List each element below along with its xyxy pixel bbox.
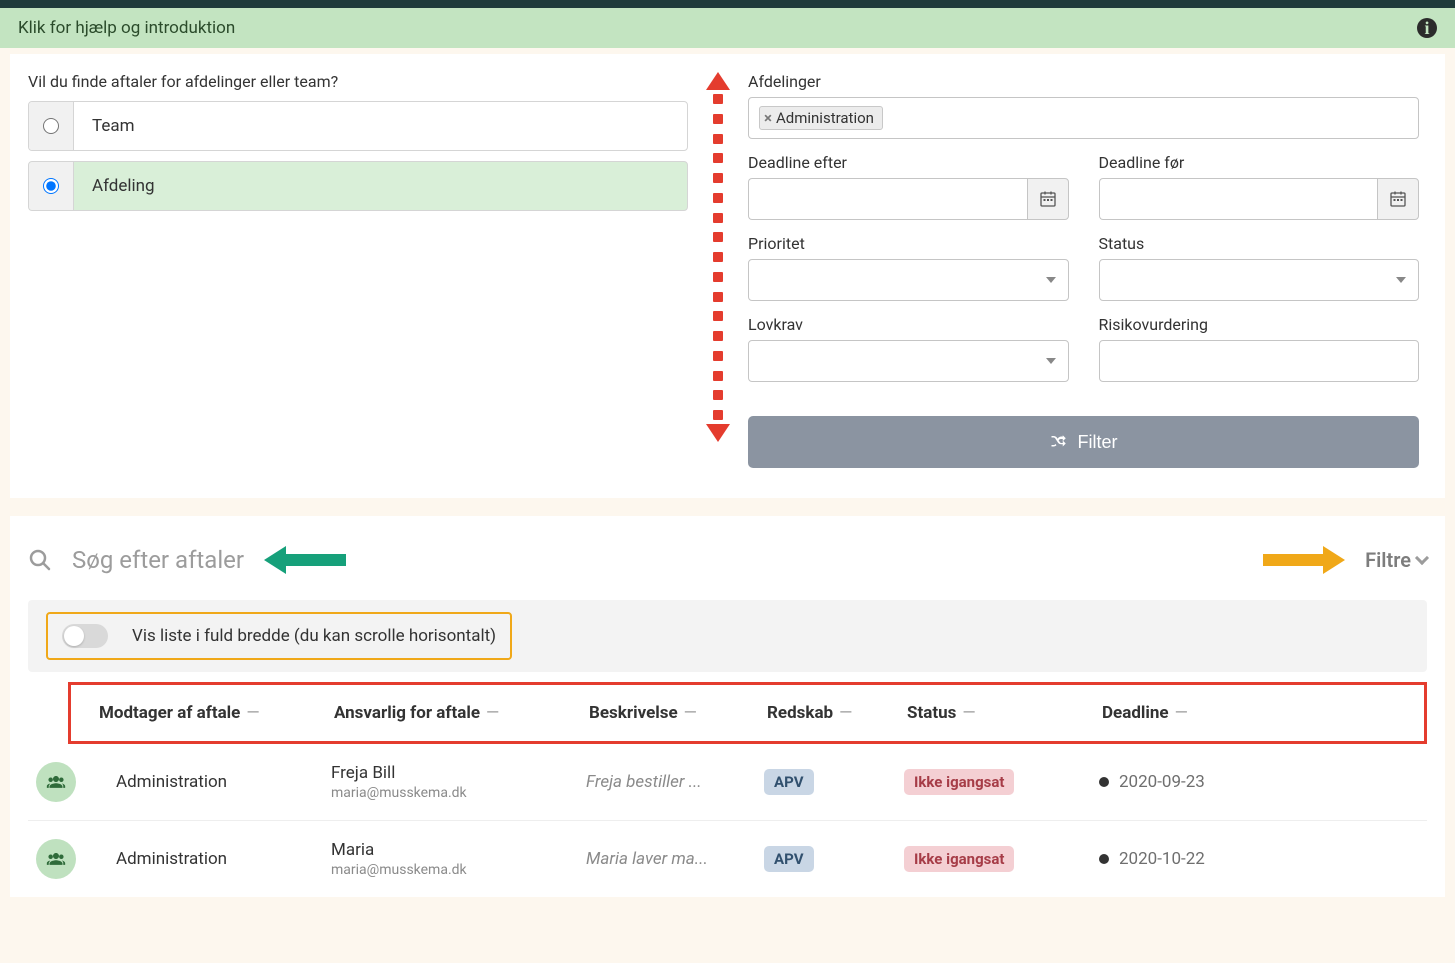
tag-remove-icon[interactable]: ×: [764, 109, 772, 127]
sort-icon: —: [1175, 703, 1188, 723]
sort-icon: —: [486, 703, 499, 723]
deadline-after-input[interactable]: [748, 178, 1027, 220]
cell-status: Ikke igangsat: [904, 769, 1099, 795]
sort-icon: —: [246, 703, 259, 723]
radio-afdeling-label: Afdeling: [74, 162, 687, 210]
chevron-down-icon: [1396, 277, 1406, 283]
chevron-down-icon: [1046, 277, 1056, 283]
cell-deadline: 2020-09-23: [1099, 772, 1419, 792]
group-icon: [36, 839, 76, 879]
afdelinger-label: Afdelinger: [748, 72, 1419, 91]
col-beskrivelse[interactable]: Beskrivelse—: [589, 703, 767, 723]
filter-button[interactable]: Filter: [748, 416, 1419, 468]
group-icon: [36, 762, 76, 802]
risiko-input[interactable]: [1099, 340, 1420, 382]
deadline-after-label: Deadline efter: [748, 153, 1069, 172]
annotation-orange-box: Vis liste i fuld bredde (du kan scrolle …: [46, 612, 512, 660]
cell-beskrivelse: Freja bestiller ...: [586, 772, 764, 792]
chevron-down-icon: [1415, 551, 1429, 565]
cell-redskab: APV: [764, 769, 904, 795]
fullwidth-toggle-bar: Vis liste i fuld bredde (du kan scrolle …: [28, 600, 1427, 672]
sort-icon: —: [839, 703, 852, 723]
radio-team[interactable]: [43, 118, 59, 134]
radio-afdeling[interactable]: [43, 178, 59, 194]
help-banner[interactable]: Klik for hjælp og introduktion i: [0, 8, 1455, 48]
annotation-vertical-arrow: [706, 72, 730, 442]
status-label: Status: [1099, 234, 1420, 253]
filtre-toggle[interactable]: Filtre: [1263, 546, 1427, 574]
col-status[interactable]: Status—: [907, 703, 1102, 723]
cell-status: Ikke igangsat: [904, 846, 1099, 872]
info-icon[interactable]: i: [1417, 18, 1437, 38]
shuffle-icon: [1050, 433, 1068, 451]
help-banner-text: Klik for hjælp og introduktion: [18, 18, 235, 38]
calendar-icon[interactable]: [1027, 178, 1069, 220]
search-input[interactable]: Søg efter aftaler: [72, 546, 244, 574]
col-redskab[interactable]: Redskab—: [767, 703, 907, 723]
radio-team-label: Team: [74, 102, 687, 150]
filter-question: Vil du finde aftaler for afdelinger elle…: [28, 72, 688, 91]
cell-modtager: Administration: [76, 849, 331, 869]
status-dot-icon: [1099, 777, 1109, 787]
afdelinger-tag-label: Administration: [776, 109, 874, 127]
cell-ansvarlig: Freja Bill maria@musskema.dk: [331, 763, 586, 801]
sort-icon: —: [684, 703, 697, 723]
filter-panel: Vil du finde aftaler for afdelinger elle…: [10, 54, 1445, 498]
prioritet-select[interactable]: [748, 259, 1069, 301]
search-icon[interactable]: [28, 548, 52, 572]
afdelinger-tag[interactable]: × Administration: [759, 106, 883, 130]
radio-option-afdeling[interactable]: Afdeling: [28, 161, 688, 211]
afdelinger-input[interactable]: × Administration: [748, 97, 1419, 139]
filter-button-label: Filter: [1078, 432, 1118, 453]
col-modtager[interactable]: Modtager af aftale—: [79, 703, 334, 723]
annotation-green-arrow: [264, 546, 346, 574]
table-row[interactable]: Administration Freja Bill maria@musskema…: [28, 744, 1427, 820]
annotation-orange-arrow: [1263, 546, 1345, 574]
cell-ansvarlig: Maria maria@musskema.dk: [331, 840, 586, 878]
fullwidth-label: Vis liste i fuld bredde (du kan scrolle …: [132, 626, 496, 646]
annotation-red-header-box: Modtager af aftale— Ansvarlig for aftale…: [68, 682, 1427, 744]
cell-redskab: APV: [764, 846, 904, 872]
cell-deadline: 2020-10-22: [1099, 849, 1419, 869]
lovkrav-label: Lovkrav: [748, 315, 1069, 334]
lovkrav-select[interactable]: [748, 340, 1069, 382]
status-select[interactable]: [1099, 259, 1420, 301]
prioritet-label: Prioritet: [748, 234, 1069, 253]
fullwidth-switch[interactable]: [62, 624, 108, 648]
topbar: [0, 0, 1455, 8]
risiko-label: Risikovurdering: [1099, 315, 1420, 334]
col-deadline[interactable]: Deadline—: [1102, 703, 1416, 723]
filtre-label: Filtre: [1365, 548, 1411, 572]
table-row[interactable]: Administration Maria maria@musskema.dk M…: [28, 820, 1427, 897]
calendar-icon[interactable]: [1377, 178, 1419, 220]
cell-beskrivelse: Maria laver ma...: [586, 849, 764, 869]
radio-option-team[interactable]: Team: [28, 101, 688, 151]
cell-modtager: Administration: [76, 772, 331, 792]
col-ansvarlig[interactable]: Ansvarlig for aftale—: [334, 703, 589, 723]
deadline-before-label: Deadline før: [1099, 153, 1420, 172]
status-dot-icon: [1099, 854, 1109, 864]
deadline-before-input[interactable]: [1099, 178, 1378, 220]
sort-icon: —: [962, 703, 975, 723]
list-panel: Søg efter aftaler Filtre Vis liste i ful…: [10, 516, 1445, 897]
chevron-down-icon: [1046, 358, 1056, 364]
